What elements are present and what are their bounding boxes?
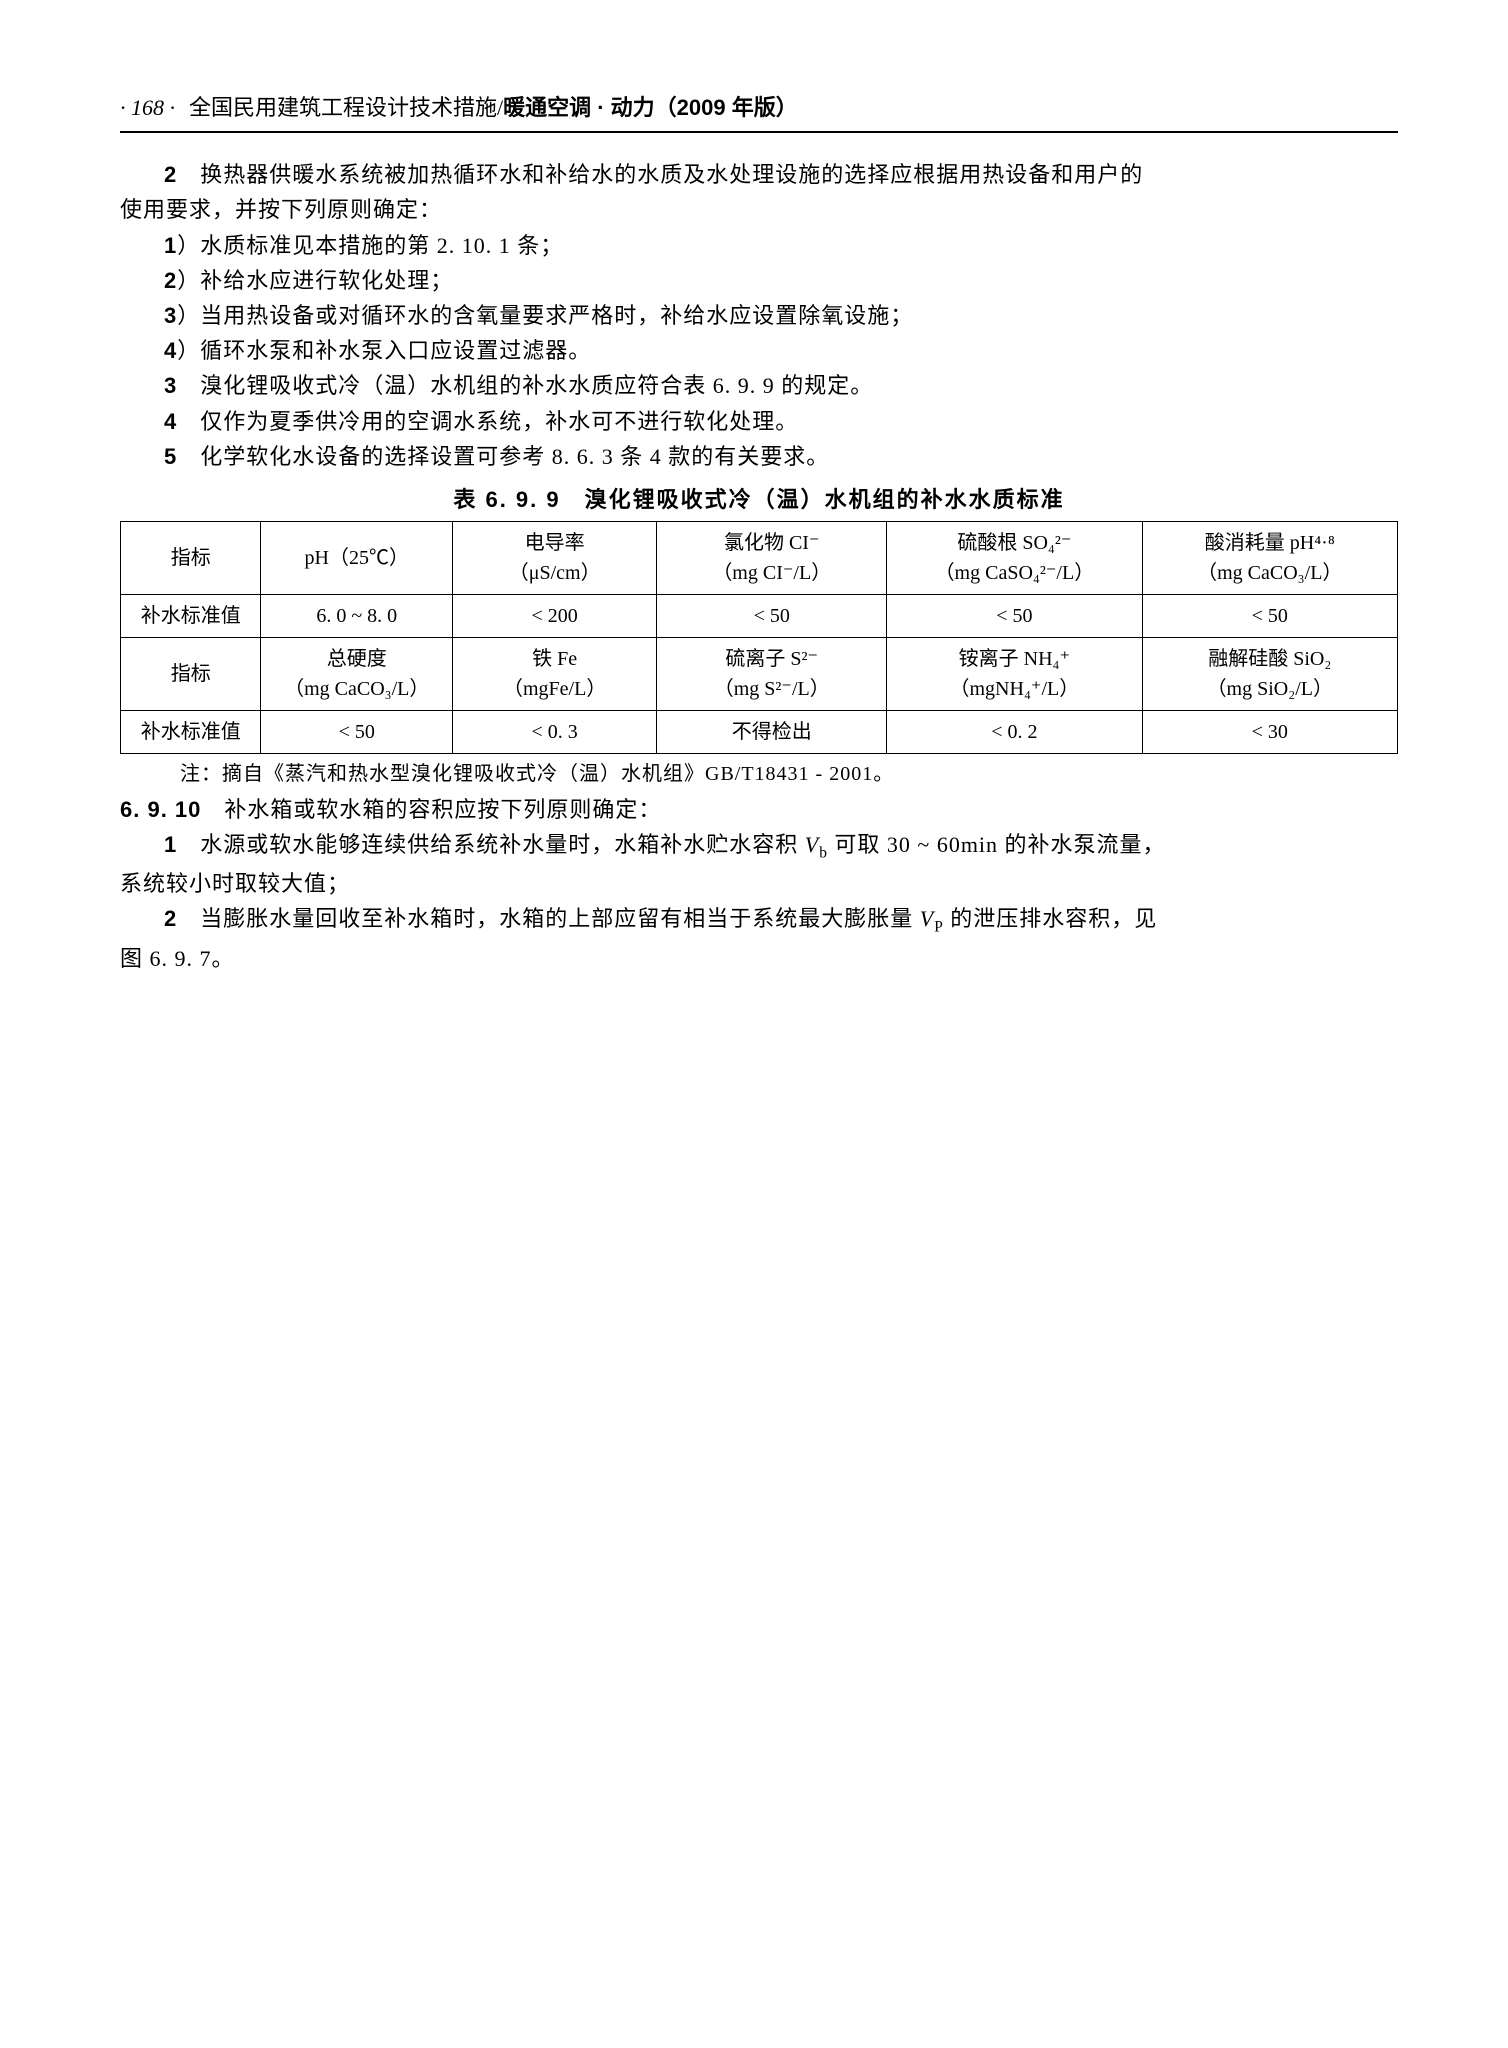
cell-line: 酸消耗量 pH⁴·⁸ — [1205, 532, 1335, 554]
cell-line: 硫离子 S²⁻ — [725, 648, 818, 670]
paragraph-3: 3 溴化锂吸收式冷（温）水机组的补水水质应符合表 6. 9. 9 的规定。 — [120, 368, 1398, 403]
text: 换热器供暖水系统被加热循环水和补给水的水质及水处理设施的选择应根据用热设备和用户… — [177, 162, 1143, 187]
table-row: 补水标准值 < 50 < 0. 3 不得检出 < 0. 2 < 30 — [121, 711, 1398, 754]
table-row: 指标 总硬度 （mg CaCO₃/L） 铁 Fe （mgFe/L） 硫离子 S²… — [121, 638, 1398, 711]
paragraph-2-cont: 使用要求，并按下列原则确定： — [120, 192, 1398, 227]
title-prefix: 全国民用建筑工程设计技术措施/ — [189, 95, 503, 120]
paragraph-2: 2 换热器供暖水系统被加热循环水和补给水的水质及水处理设施的选择应根据用热设备和… — [120, 157, 1398, 192]
cell: < 50 — [657, 595, 887, 638]
cell: 补水标准值 — [121, 595, 261, 638]
cell: 电导率 （μS/cm） — [453, 522, 657, 595]
cell: 补水标准值 — [121, 711, 261, 754]
cell: < 30 — [1142, 711, 1397, 754]
cell: 酸消耗量 pH⁴·⁸ （mg CaCO₃/L） — [1142, 522, 1397, 595]
cell-line: （mg CaCO₃/L） — [284, 678, 429, 700]
cell: 不得检出 — [657, 711, 887, 754]
cell-line: 铵离子 NH₄⁺ — [959, 648, 1070, 670]
cell: < 50 — [887, 595, 1142, 638]
text: 化学软化水设备的选择设置可参考 8. 6. 3 条 4 款的有关要求。 — [177, 444, 829, 469]
item-number: 4 — [164, 409, 177, 434]
var: V — [920, 906, 934, 931]
cell: < 200 — [453, 595, 657, 638]
section-6-9-10-item-2: 2 当膨胀水量回收至补水箱时，水箱的上部应留有相当于系统最大膨胀量 VP 的泄压… — [120, 901, 1398, 940]
cell-line: 总硬度 — [327, 648, 387, 670]
cell-line: 铁 Fe — [532, 648, 577, 670]
cell: 铁 Fe （mgFe/L） — [453, 638, 657, 711]
text: 当膨胀水量回收至补水箱时，水箱的上部应留有相当于系统最大膨胀量 — [177, 906, 920, 931]
bullet: 1 — [164, 233, 177, 258]
cell-line: （μS/cm） — [509, 562, 601, 584]
list-item-1: 11）水质标准见本措施的第 2. 10. 1 条；）水质标准见本措施的第 2. … — [120, 228, 1398, 263]
cell-line: （mgNH₄⁺/L） — [950, 678, 1080, 700]
sub: b — [819, 845, 828, 862]
item-number: 2 — [164, 162, 177, 187]
cell: 融解硅酸 SiO₂ （mg SiO₂/L） — [1142, 638, 1397, 711]
text: 水源或软水能够连续供给系统补水量时，水箱补水贮水容积 — [177, 832, 805, 857]
table-row: 指标 pH（25℃） 电导率 （μS/cm） 氯化物 CI⁻ （mg CI⁻/L… — [121, 522, 1398, 595]
section-6-9-10: 6. 9. 10 补水箱或软水箱的容积应按下列原则确定： — [120, 792, 1398, 827]
page-number: · 168 · — [120, 90, 175, 125]
sub: P — [934, 919, 944, 936]
item-number: 3 — [164, 373, 177, 398]
cell-line: （mg SiO₂/L） — [1207, 678, 1333, 700]
item-number: 5 — [164, 444, 177, 469]
var: V — [805, 832, 819, 857]
cell: < 0. 2 — [887, 711, 1142, 754]
paragraph-4: 4 仅作为夏季供冷用的空调水系统，补水可不进行软化处理。 — [120, 404, 1398, 439]
bullet: 3 — [164, 303, 177, 328]
item-number: 2 — [164, 906, 177, 931]
cell-line: 硫酸根 SO₄²⁻ — [957, 532, 1071, 554]
cell-line: 电导率 — [525, 532, 585, 554]
cell-line: （mg CaSO₄²⁻/L） — [935, 562, 1095, 584]
cell: 硫酸根 SO₄²⁻ （mg CaSO₄²⁻/L） — [887, 522, 1142, 595]
cell-line: 融解硅酸 SiO₂ — [1208, 648, 1331, 670]
section-number: 6. 9. 10 — [120, 797, 201, 822]
cell: 总硬度 （mg CaCO₃/L） — [261, 638, 453, 711]
list-item-2: 2）补给水应进行软化处理； — [120, 263, 1398, 298]
title-bold: 暖通空调 · 动力（2009 年版） — [503, 95, 798, 120]
cell-line: （mg CI⁻/L） — [712, 562, 831, 584]
cell-line: （mgFe/L） — [503, 678, 606, 700]
cell: 指标 — [121, 522, 261, 595]
cell: < 50 — [261, 711, 453, 754]
cell-line: （mg S²⁻/L） — [714, 678, 830, 700]
text: 补水箱或软水箱的容积应按下列原则确定： — [201, 797, 661, 822]
cell: < 0. 3 — [453, 711, 657, 754]
page-header: · 168 · 全国民用建筑工程设计技术措施/暖通空调 · 动力（2009 年版… — [120, 90, 1398, 133]
bullet: 4 — [164, 338, 177, 363]
water-quality-table: 指标 pH（25℃） 电导率 （μS/cm） 氯化物 CI⁻ （mg CI⁻/L… — [120, 521, 1398, 754]
cell-line: （mg CaCO₃/L） — [1197, 562, 1342, 584]
text: 仅作为夏季供冷用的空调水系统，补水可不进行软化处理。 — [177, 409, 798, 434]
section-6-9-10-item-1: 1 水源或软水能够连续供给系统补水量时，水箱补水贮水容积 Vb 可取 30 ~ … — [120, 827, 1398, 866]
text: 可取 30 ~ 60min 的补水泵流量， — [828, 832, 1166, 857]
list-item-4: 4）循环水泵和补水泵入口应设置过滤器。 — [120, 333, 1398, 368]
list-item-3: 3）当用热设备或对循环水的含氧量要求严格时，补给水应设置除氧设施； — [120, 298, 1398, 333]
table-note: 注：摘自《蒸汽和热水型溴化锂吸收式冷（温）水机组》GB/T18431 - 200… — [120, 758, 1398, 790]
cell: 铵离子 NH₄⁺ （mgNH₄⁺/L） — [887, 638, 1142, 711]
bullet: 2 — [164, 268, 177, 293]
cell: 氯化物 CI⁻ （mg CI⁻/L） — [657, 522, 887, 595]
cell: 6. 0 ~ 8. 0 — [261, 595, 453, 638]
cell-line: 氯化物 CI⁻ — [724, 532, 820, 554]
section-6-9-10-item-1-cont: 系统较小时取较大值； — [120, 866, 1398, 901]
header-title: 全国民用建筑工程设计技术措施/暖通空调 · 动力（2009 年版） — [189, 90, 798, 125]
cell: 硫离子 S²⁻ （mg S²⁻/L） — [657, 638, 887, 711]
cell: < 50 — [1142, 595, 1397, 638]
table-row: 补水标准值 6. 0 ~ 8. 0 < 200 < 50 < 50 < 50 — [121, 595, 1398, 638]
text: 的泄压排水容积，见 — [944, 906, 1158, 931]
text: 溴化锂吸收式冷（温）水机组的补水水质应符合表 6. 9. 9 的规定。 — [177, 373, 873, 398]
paragraph-5: 5 化学软化水设备的选择设置可参考 8. 6. 3 条 4 款的有关要求。 — [120, 439, 1398, 474]
item-number: 1 — [164, 832, 177, 857]
cell: 指标 — [121, 638, 261, 711]
table-caption: 表 6. 9. 9 溴化锂吸收式冷（温）水机组的补水水质标准 — [120, 482, 1398, 517]
section-6-9-10-item-2-cont: 图 6. 9. 7。 — [120, 941, 1398, 976]
cell: pH（25℃） — [261, 522, 453, 595]
